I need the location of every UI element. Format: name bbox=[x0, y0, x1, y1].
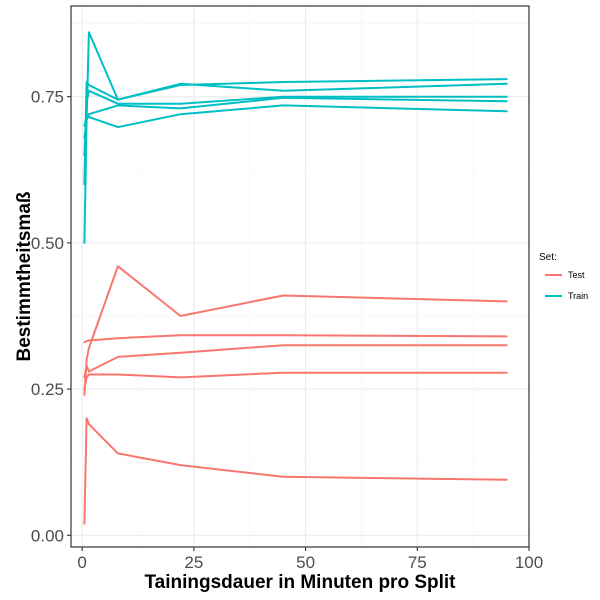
legend-entries: Test Train bbox=[545, 270, 588, 301]
x-tick-label: 25 bbox=[184, 553, 203, 572]
y-tick-label: 0.75 bbox=[31, 88, 64, 107]
x-axis-title: Tainingsdauer in Minuten pro Split bbox=[144, 572, 456, 593]
legend: Set: Test Train bbox=[539, 252, 588, 301]
x-tick-label: 75 bbox=[408, 553, 427, 572]
series-line-test-1 bbox=[84, 418, 506, 523]
legend-label-train: Train bbox=[568, 291, 588, 301]
y-tick-label: 0.50 bbox=[31, 234, 64, 253]
series-line-train-10 bbox=[84, 105, 506, 127]
legend-label-test: Test bbox=[568, 270, 585, 280]
legend-title: Set: bbox=[539, 252, 557, 263]
plot-panel-border bbox=[71, 6, 529, 547]
legend-entry-test: Test bbox=[545, 270, 585, 280]
x-tick-label: 100 bbox=[515, 553, 543, 572]
y-axis-ticks: 0.00 0.25 0.50 0.75 bbox=[31, 88, 71, 546]
minor-gridlines bbox=[71, 6, 529, 547]
x-axis-ticks: 0 25 50 75 100 bbox=[77, 547, 543, 572]
y-tick-label: 0.00 bbox=[31, 526, 64, 545]
x-tick-label: 50 bbox=[296, 553, 315, 572]
series-line-test-4 bbox=[84, 335, 506, 342]
y-axis-title: Bestimmtheitsmaß bbox=[14, 191, 35, 361]
x-tick-label: 0 bbox=[77, 553, 86, 572]
series-line-train-6 bbox=[84, 32, 506, 243]
legend-entry-train: Train bbox=[545, 291, 588, 301]
series-line-test-2 bbox=[84, 373, 506, 389]
y-tick-label: 0.25 bbox=[31, 380, 64, 399]
major-gridlines bbox=[71, 6, 529, 547]
series-lines bbox=[84, 32, 506, 523]
